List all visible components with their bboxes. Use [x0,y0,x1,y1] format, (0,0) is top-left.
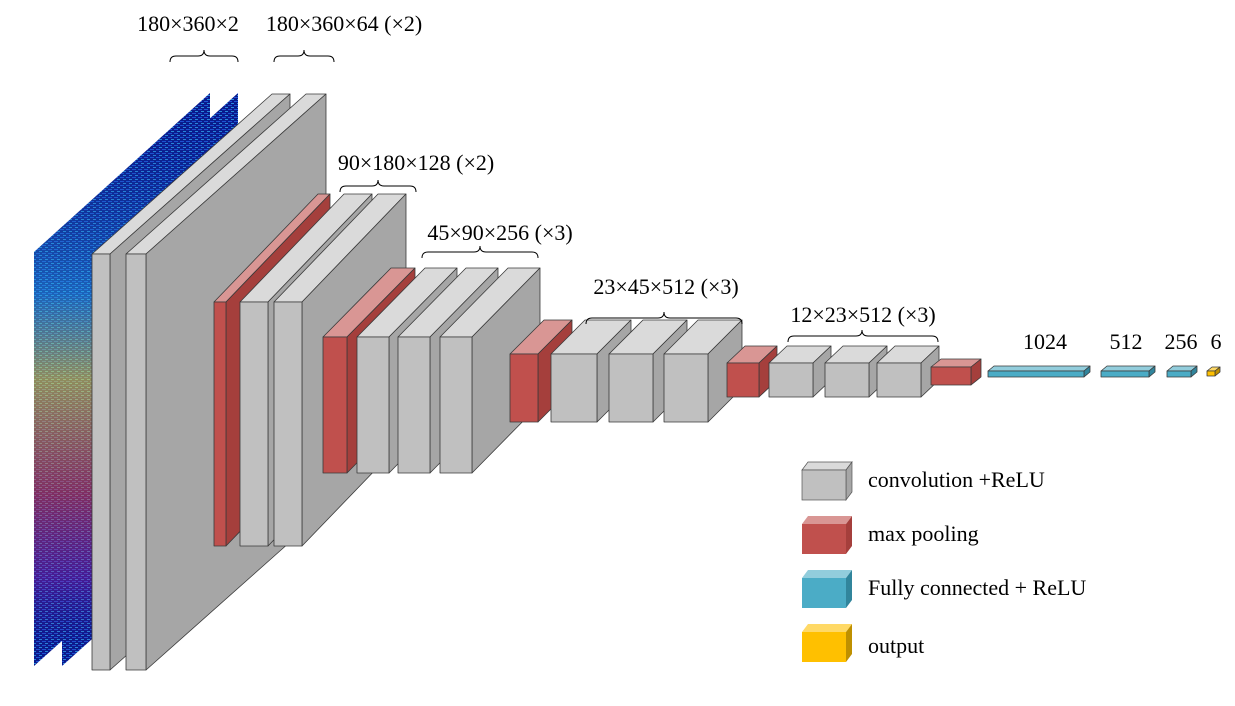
conv5-block-1-front [768,362,814,398]
fc3-block-front [1166,370,1192,378]
legend-pool-side [846,516,852,554]
fc2-block-front [1100,370,1150,378]
braces [169,49,939,343]
conv2-block-1-front [239,301,269,547]
brace-conv1 [273,49,335,63]
legend-conv-top [801,461,853,471]
pool5-block-front [930,366,972,386]
brace-input [169,49,239,63]
fc1-block-front [987,370,1085,378]
legend-output-side [846,624,852,662]
legend-fc-side [846,570,852,608]
legend-pool: max pooling [802,516,979,554]
fc1-block-top [987,365,1091,372]
label-conv3: 45×90×256 (×3) [427,220,572,245]
legend-pool-label: max pooling [868,521,979,546]
label-conv5: 12×23×512 (×3) [790,302,935,327]
pool1-block-front [213,301,227,547]
conv4-block-2-front [608,353,654,423]
fc1-block [987,365,1091,378]
legend-conv-swatch [801,469,847,501]
fc3-block [1166,365,1198,378]
pool4-block-front [726,362,760,398]
conv5-block-2-front [824,362,870,398]
brace-conv4 [585,311,743,325]
legend-output-label: output [868,633,924,658]
stage-labels: 180×360×2 180×360×64 (×2) 90×180×128 (×2… [137,11,936,327]
legend-fc-top [802,570,852,578]
pool5-block [930,358,982,386]
conv5-block-3-front [876,362,922,398]
conv5-block-1 [768,345,832,398]
fc2-block-top [1100,365,1156,372]
conv3-block-3 [439,267,541,474]
conv3-block-3-front [439,336,473,474]
conv1-block-2-front [125,253,147,671]
pool2-block-front [322,336,348,474]
conv4-block-3-front [663,353,709,423]
legend-conv-label: convolution +ReLU [868,467,1045,492]
label-conv4: 23×45×512 (×3) [593,274,738,299]
conv4-block-1-front [550,353,598,423]
fc-labels: 1024 512 256 6 [1023,329,1222,354]
output-block [1206,366,1221,377]
output-block-front [1206,370,1216,377]
legend-output-top [802,624,852,632]
label-output: 6 [1211,329,1222,354]
legend-fc: Fully connected + ReLU [802,570,1086,608]
legend-output: output [802,624,924,662]
legend-fc-label: Fully connected + ReLU [868,575,1086,600]
layer-blocks [91,93,1221,671]
label-conv1: 180×360×64 (×2) [266,11,422,36]
label-input: 180×360×2 [137,11,239,36]
conv2-block-2-front [273,301,303,547]
brace-conv2 [339,179,417,193]
fc2-block [1100,365,1156,378]
legend-pool-top [802,516,852,524]
conv3-block-2-front [397,336,431,474]
legend: convolution +ReLU max pooling Fully conn… [801,460,1086,662]
conv3-block-1-front [356,336,390,474]
label-fc1: 1024 [1023,329,1067,354]
label-fc2: 512 [1110,329,1143,354]
brace-conv3 [421,245,539,259]
conv1-block-1-front [91,253,111,671]
legend-fc-swatch [802,578,846,608]
legend-conv: convolution +ReLU [801,460,1045,502]
label-conv2: 90×180×128 (×2) [338,150,494,175]
brace-conv5 [787,329,939,343]
pool3-block-front [509,353,539,423]
legend-pool-swatch [802,524,846,554]
legend-output-swatch [802,632,846,662]
label-fc3: 256 [1165,329,1198,354]
